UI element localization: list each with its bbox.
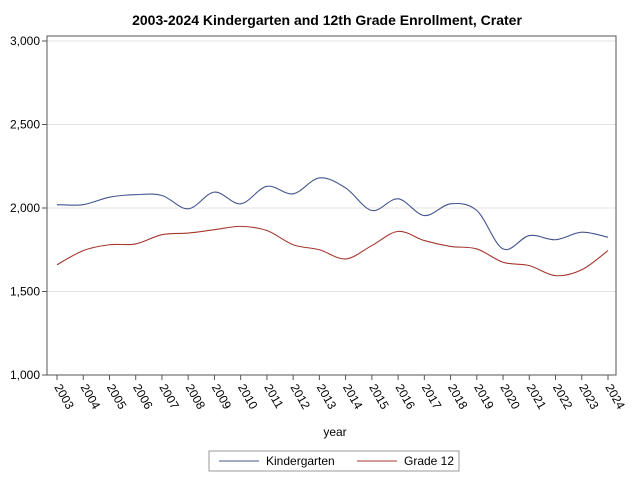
series-line-kindergarten — [56, 177, 609, 251]
x-tick-label: 2017 — [419, 382, 445, 412]
x-tick-label: 2007 — [156, 382, 182, 412]
x-tick-label: 2012 — [288, 382, 314, 412]
x-axis-title: year — [323, 425, 346, 439]
x-tick-label: 2004 — [78, 382, 104, 412]
x-tick-label: 2019 — [471, 382, 497, 412]
x-tick-label: 2003 — [51, 382, 77, 412]
x-tick-label: 2023 — [576, 382, 602, 412]
x-tick-label: 2021 — [524, 382, 550, 412]
series-group — [56, 177, 609, 277]
x-tick-label: 2008 — [183, 382, 209, 412]
y-axis: 1,000 1,500 2,000 2,500 3,000 — [10, 34, 47, 382]
chart-title: 2003-2024 Kindergarten and 12th Grade En… — [132, 12, 522, 28]
plot-frame — [46, 35, 617, 376]
legend-label-kindergarten: Kindergarten — [266, 454, 335, 468]
x-tick-label: 2016 — [392, 382, 418, 412]
x-tick-label: 2013 — [314, 382, 340, 412]
y-tick-label: 1,500 — [10, 285, 40, 299]
y-tick-label: 2,500 — [10, 118, 40, 132]
x-tick-label: 2011 — [261, 382, 286, 412]
x-tick-label: 2022 — [550, 382, 576, 412]
legend-box — [208, 450, 460, 472]
y-tick-label: 3,000 — [10, 34, 40, 48]
x-axis: 2003 2004 2005 2006 2007 2008 2009 2010 2011 2012… — [51, 375, 628, 412]
legend: Kindergarten Grade 12 — [208, 450, 460, 472]
series-line-grade-12 — [56, 225, 609, 277]
y-tick-label: 2,000 — [10, 201, 40, 215]
legend-label-grade-12: Grade 12 — [404, 454, 454, 468]
x-tick-label: 2005 — [104, 382, 130, 412]
x-tick-label: 2014 — [340, 382, 366, 412]
x-tick-label: 2010 — [235, 382, 261, 412]
x-tick-label: 2020 — [497, 382, 523, 412]
grid — [47, 40, 616, 292]
x-tick-label: 2006 — [130, 382, 156, 412]
x-tick-label: 2024 — [602, 382, 628, 412]
x-tick-label: 2018 — [445, 382, 471, 412]
x-tick-label: 2009 — [209, 382, 235, 412]
y-tick-label: 1,000 — [10, 368, 40, 382]
x-tick-label: 2015 — [366, 382, 392, 412]
